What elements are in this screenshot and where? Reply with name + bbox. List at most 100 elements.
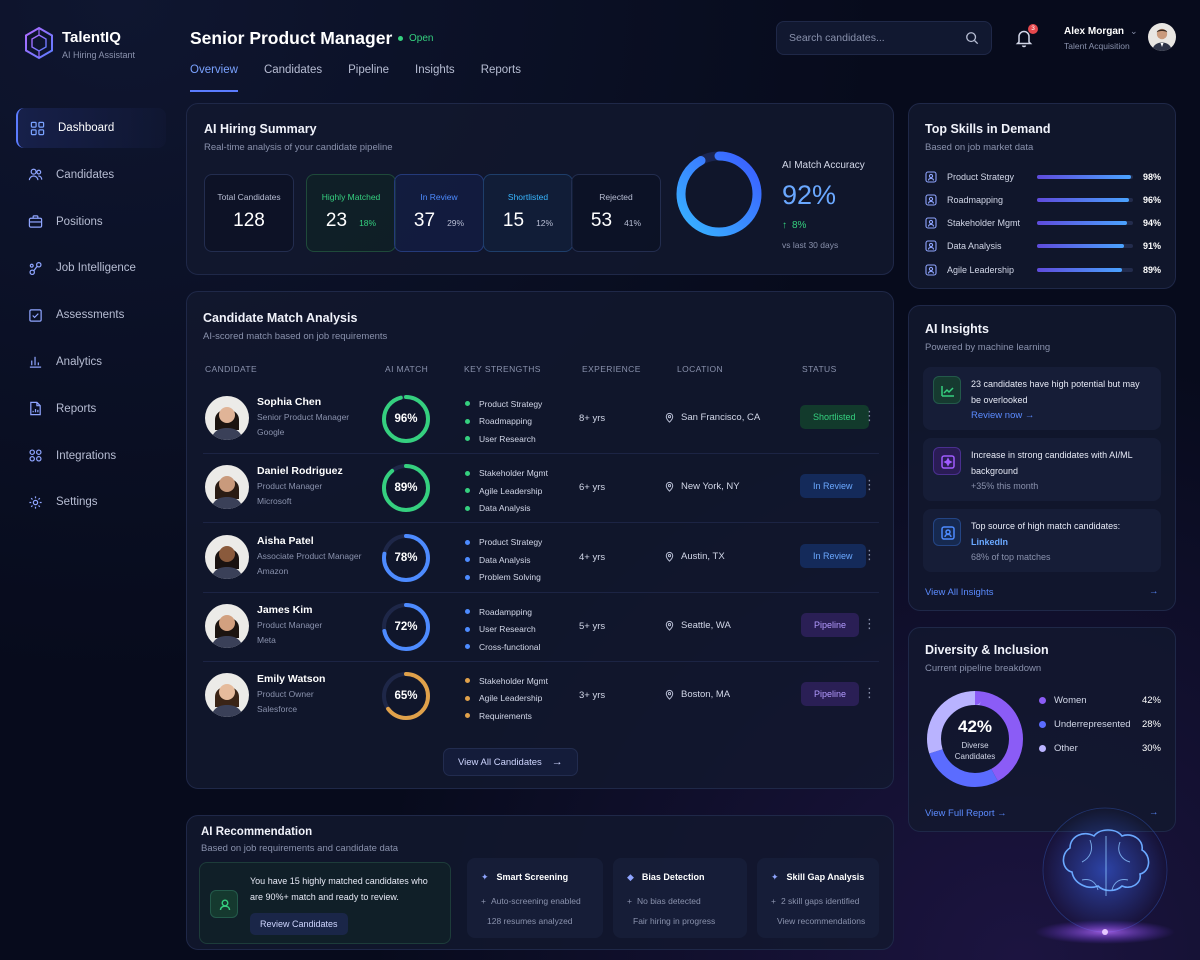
sidebar-item-candidates[interactable]: Candidates [16,155,166,195]
tab-insights[interactable]: Insights [415,64,455,76]
arrow-right-icon[interactable]: → [1149,586,1159,597]
bell-icon[interactable] [1015,28,1033,48]
column-header-key-strengths[interactable]: KEY STRENGTHS [464,364,541,374]
column-header-ai-match[interactable]: AI MATCH [385,364,429,374]
briefcase-icon [28,215,43,228]
avatar[interactable] [205,534,249,579]
more-options-icon[interactable]: ⋮ [863,477,876,493]
avatar[interactable] [1148,23,1176,51]
column-header-status[interactable]: STATUS [802,364,837,374]
rec-box-title: ✦ Skill Gap Analysis [771,872,865,882]
bias-detection-box[interactable]: ◆ Bias Detection + No bias detected Fair h… [613,858,747,938]
more-options-icon[interactable]: ⋮ [863,546,876,562]
table-row[interactable]: James Kim Product Manager Meta 72% Roadamppi… [203,592,879,661]
view-full-report-link[interactable]: View Full Report → [925,808,1007,819]
arrow-right-icon[interactable]: → [1149,807,1159,818]
skill-bar [1037,221,1133,226]
user-name[interactable]: Alex Morgan [1064,26,1125,37]
insight-meta[interactable]: Review now → [971,410,1035,421]
table-row[interactable]: Sophia Chen Senior Product Manager Google 9… [203,384,879,453]
avatar[interactable] [205,603,249,648]
tab-pipeline[interactable]: Pipeline [348,64,390,76]
column-header-location[interactable]: LOCATION [677,364,724,374]
tab-bar: Overview Candidates Pipeline Insights Re… [190,64,547,92]
row-divider [203,453,879,454]
sparkle-icon: ✦ [771,872,779,882]
candidate-name[interactable]: Daniel Rodriguez [257,465,343,478]
sidebar-item-assessments[interactable]: Assessments [16,295,166,335]
more-options-icon[interactable]: ⋮ [863,408,876,423]
candidate-name[interactable]: James Kim [257,603,313,616]
status-badge[interactable]: Pipeline [801,682,860,707]
table-row[interactable]: Daniel Rodriguez Product Manager Microsoft… [203,453,879,522]
sidebar-item-label: Job Intelligence [56,262,136,275]
avatar[interactable] [205,396,249,440]
candidate-name[interactable]: Aisha Patel [257,534,314,547]
legend-underrepresented: Underrepresented 28% [1039,719,1161,730]
stat-total-candidates[interactable]: Total Candidates 128 [204,174,294,252]
top-skills-card: Top Skills in Demand Based on job market… [908,103,1176,289]
key-strengths: Product Strategy Data Analysis Problem Sol… [465,534,542,587]
sidebar-item-job-intelligence[interactable]: Job Intelligence [16,248,166,288]
strength-bullet [465,401,470,407]
stat-percent: 18% [359,218,377,228]
stat-in-review[interactable]: In Review 37 29% [394,174,484,252]
stat-rejected[interactable]: Rejected 53 41% [571,174,661,252]
status-badge[interactable]: Pipeline [801,612,860,637]
sidebar-item-integrations[interactable]: Integrations [16,436,166,476]
more-options-icon[interactable]: ⋮ [863,685,876,701]
insight-item[interactable]: 23 candidates have high potential but ma… [923,367,1161,430]
skill-badge-icon [925,264,937,276]
tab-candidates[interactable]: Candidates [263,64,323,76]
experience: 4+ yrs [579,551,606,563]
search-input[interactable] [789,32,965,44]
smart-screening-box[interactable]: ✦ Smart Screening + Auto-screening enabled… [467,858,603,938]
strength-bullet [465,678,470,684]
table-row[interactable]: Emily Watson Product Owner Salesforce 65% St… [203,661,879,730]
view-all-insights-link[interactable]: View All Insights [925,587,994,598]
sparkle-icon: ✦ [481,872,489,882]
status-badge[interactable]: In Review [800,474,866,499]
insight-item[interactable]: Top source of high match candidates: Lin… [923,509,1161,572]
sidebar-item-reports[interactable]: Reports [16,389,166,429]
legend-women: Women 42% [1039,695,1161,706]
table-row[interactable]: Aisha Patel Associate Product Manager Amaz… [203,523,879,592]
avatar[interactable] [205,673,249,718]
strength-item: Data Analysis [465,551,542,569]
status-badge[interactable]: In Review [800,543,866,568]
sidebar-item-positions[interactable]: Positions [16,202,166,242]
review-candidates-button[interactable]: Review Candidates [250,913,348,935]
sidebar-item-dashboard[interactable]: Dashboard [16,108,166,148]
insight-highlight[interactable]: LinkedIn [971,537,1009,547]
sidebar-item-analytics[interactable]: Analytics [16,342,166,382]
column-header-candidate[interactable]: CANDIDATE [205,364,258,374]
tab-overview[interactable]: Overview [190,64,238,92]
arrow-right-icon: → [551,756,563,768]
chevron-down-icon[interactable]: ⌄ [1130,26,1138,36]
avatar[interactable] [205,465,249,510]
sidebar-item-label: Assessments [56,309,125,322]
candidate-name[interactable]: Sophia Chen [257,396,322,408]
brand-name: TalentIQ [62,29,121,46]
donut-center-label: Diverse [961,741,989,750]
search-icon[interactable] [965,31,979,45]
arrow-right-icon: → [1022,410,1035,421]
stat-shortlisted[interactable]: Shortlisted 15 12% [483,174,573,252]
match-title: Candidate Match Analysis [203,311,358,325]
insight-item[interactable]: Increase in strong candidates with AI/ML… [923,438,1161,501]
status-badge[interactable]: Shortlisted [800,405,869,429]
sidebar-item-settings[interactable]: Settings [16,482,166,522]
more-options-icon[interactable]: ⋮ [863,615,876,631]
tab-reports[interactable]: Reports [480,64,521,76]
column-header-experience[interactable]: EXPERIENCE [582,364,641,374]
skill-gap-analysis-box[interactable]: ✦ Skill Gap Analysis +2 skill gaps identi… [757,858,879,938]
location-pin-icon [665,412,674,423]
skill-name: Agile Leadership [947,264,1015,275]
candidate-name[interactable]: Emily Watson [257,673,326,686]
skill-bar-fill [1037,197,1130,202]
experience: 5+ yrs [579,620,606,632]
status-badge: Open [398,33,433,44]
view-all-candidates-button[interactable]: View All Candidates → [443,748,578,776]
recommendation-message-box: You have 15 highly matched candidates wh… [199,862,451,944]
stat-highly-matched[interactable]: Highly Matched 23 18% [306,174,396,252]
